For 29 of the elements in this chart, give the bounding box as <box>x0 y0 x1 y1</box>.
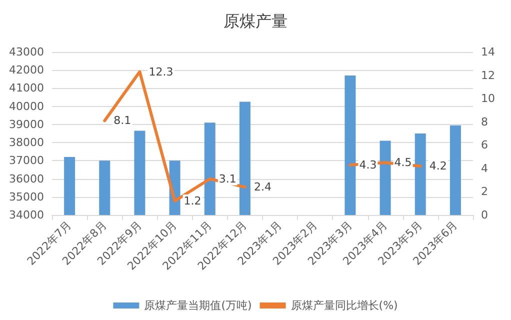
y2-tick-label: 14 <box>481 46 495 58</box>
data-label: 1.2 <box>184 194 202 208</box>
legend-label: 原煤产量当期值(万吨) <box>144 299 252 312</box>
y2-tick-label: 6 <box>481 138 488 152</box>
data-label: 4.5 <box>394 156 412 170</box>
data-label: 3.1 <box>218 172 236 186</box>
y-tick-label: 41000 <box>9 82 44 95</box>
data-label: 8.1 <box>114 114 132 128</box>
data-label: 4.2 <box>429 160 447 173</box>
y2-tick-label: 12 <box>481 68 495 82</box>
legend-label: 原煤产量同比增长(%) <box>290 299 398 312</box>
y2-tick-label: 10 <box>481 92 495 106</box>
y-tick-label: 34000 <box>9 208 44 222</box>
y-tick-label: 43000 <box>9 46 44 58</box>
y-tick-label: 38000 <box>9 136 44 150</box>
y2-tick-label: 2 <box>481 185 488 198</box>
y-tick-label: 39000 <box>9 118 44 131</box>
y-tick-label: 37000 <box>9 154 44 168</box>
y2-tick-label: 0 <box>481 208 488 222</box>
data-label: 2.4 <box>254 180 272 194</box>
y-tick-label: 36000 <box>9 172 44 186</box>
y-tick-label: 40000 <box>9 100 44 113</box>
y2-tick-label: 4 <box>481 162 488 175</box>
y2-tick-label: 8 <box>481 115 488 128</box>
data-label: 12.3 <box>148 65 174 78</box>
y-tick-label: 42000 <box>9 64 44 77</box>
y-tick-label: 35000 <box>9 190 44 204</box>
data-label: 4.3 <box>359 158 377 172</box>
chart-title: 原煤产量 <box>224 12 288 30</box>
